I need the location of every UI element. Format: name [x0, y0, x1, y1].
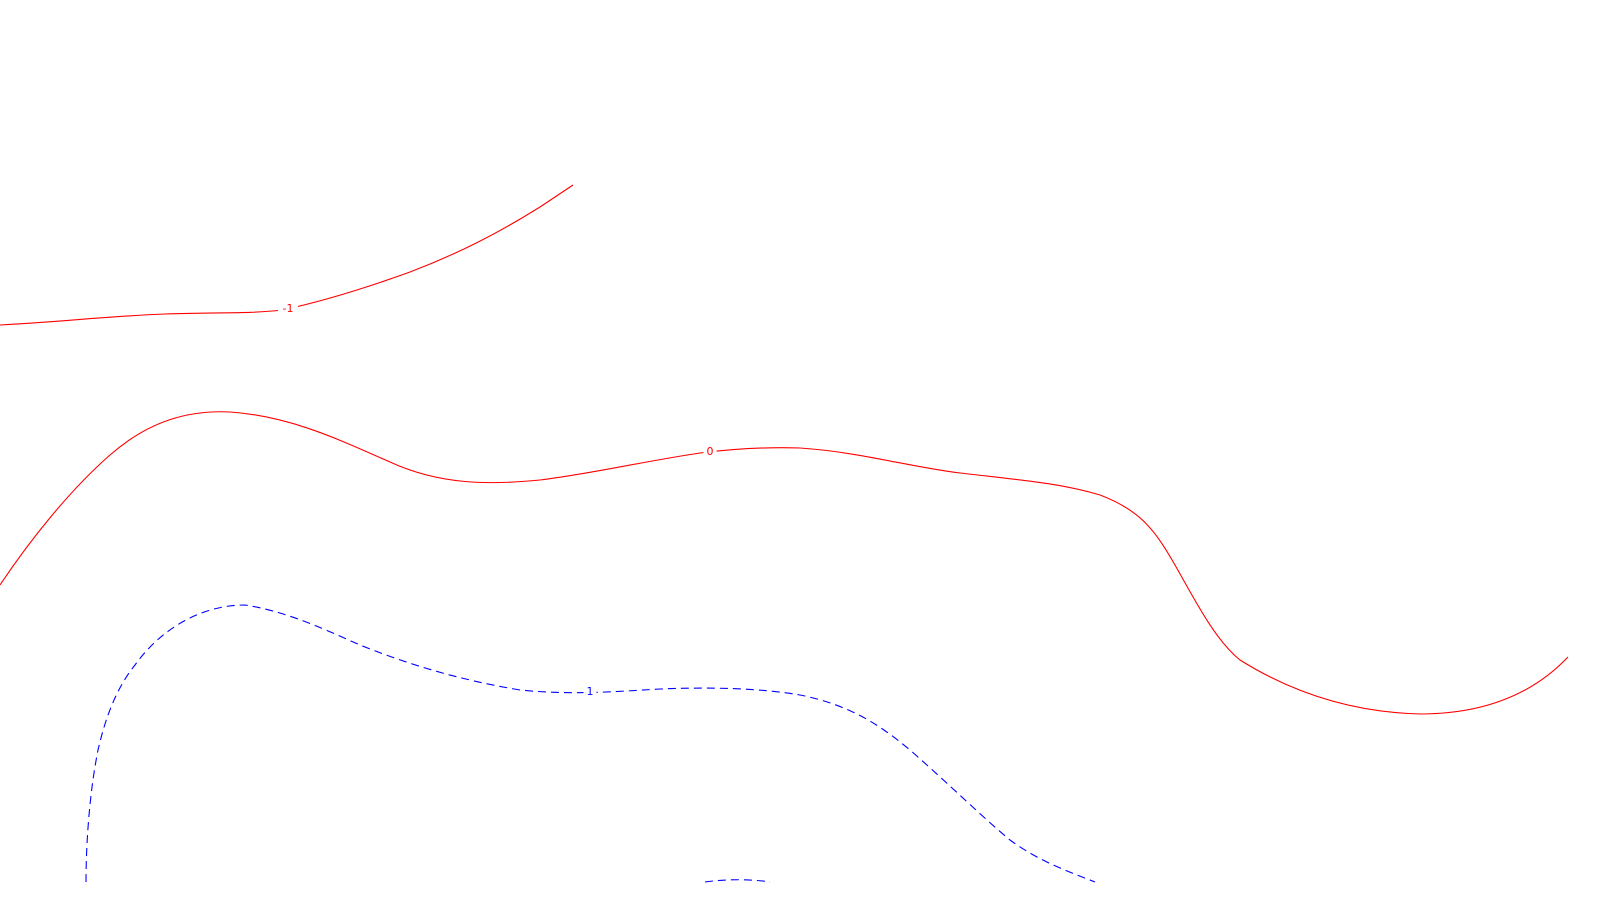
contour-labels: -1 0 1 [278, 302, 717, 699]
contour-label: 1 [587, 685, 594, 698]
contour-label-background [278, 302, 298, 316]
contour-label: -1 [283, 302, 294, 315]
contour-line-level-1-3 [704, 879, 771, 883]
contour-label: 0 [707, 445, 714, 458]
contour-label-background [703, 445, 717, 459]
contour-label-background [583, 685, 597, 699]
contour-line-level-0-1 [0, 411, 1569, 715]
contour-line-level-1-2 [85, 604, 1096, 883]
